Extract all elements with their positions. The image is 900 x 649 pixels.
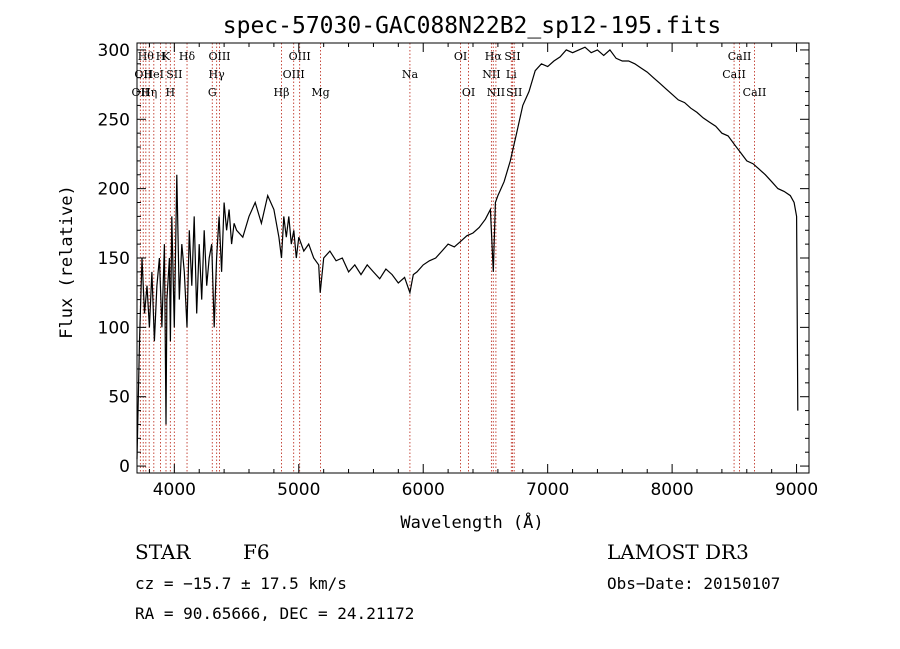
y-axis-label: Flux (relative) [57, 185, 77, 339]
y-tick-label-6: 300 [98, 41, 130, 61]
line-markers: OIIOIIHθHηHeIHKHSIIHδGHγOIIIHβOIIIOIIIMg… [132, 43, 767, 473]
line-label-20: NII [482, 68, 500, 81]
y-tick-label-5: 250 [98, 110, 130, 130]
line-label-27: CaII [728, 50, 752, 63]
coordinates-text: RA = 90.65666, DEC = 24.21172 [135, 604, 415, 623]
line-label-0: OII [132, 86, 150, 99]
line-label-13: Hβ [274, 86, 290, 99]
line-label-15: OIII [289, 50, 311, 63]
spectrum-line [136, 46, 799, 460]
line-label-16: Mg [311, 86, 329, 99]
line-label-7: H [166, 86, 176, 99]
x-axis-label: Wavelength (Å) [400, 511, 543, 533]
y-tick-label-3: 150 [98, 249, 130, 269]
plot-frame [136, 42, 810, 474]
line-label-21: Hα [485, 50, 503, 63]
line-label-18: OI [454, 50, 467, 63]
line-label-5: H [156, 50, 166, 63]
line-label-25: SII [506, 86, 522, 99]
line-label-6: K [162, 50, 171, 63]
survey-name: LAMOST DR3 [607, 540, 749, 564]
line-label-9: Hδ [179, 50, 196, 63]
chart-title: spec-57030-GAC088N22B2_sp12-195.fits [223, 13, 722, 39]
y-axis-ticks: 0 50 100 150 200 250 300 [98, 41, 809, 477]
line-label-10: G [208, 86, 217, 99]
x-tick-label-5: 9000 [775, 480, 818, 500]
line-label-23: Li [506, 68, 517, 81]
object-class: STAR [135, 540, 191, 564]
line-label-11: Hγ [209, 68, 226, 81]
x-axis-ticks: 4000 5000 6000 7000 8000 9000 [148, 43, 818, 500]
y-tick-label-4: 200 [98, 180, 130, 200]
object-subclass: F6 [243, 540, 270, 564]
y-tick-label-2: 100 [98, 318, 130, 338]
x-tick-label-1: 5000 [277, 480, 320, 500]
line-label-17: Na [402, 68, 419, 81]
line-label-8: SII [166, 68, 182, 81]
line-label-19: OI [462, 86, 475, 99]
line-label-12: OIII [208, 50, 230, 63]
line-label-2: Hθ [138, 50, 155, 63]
line-label-26: CaII [722, 68, 746, 81]
redshift-text: cz = −15.7 ± 17.5 km/s [135, 574, 347, 593]
line-label-14: OIII [283, 68, 305, 81]
line-label-28: CaII [743, 86, 767, 99]
x-tick-label-4: 8000 [650, 480, 693, 500]
x-tick-label-3: 7000 [526, 480, 569, 500]
x-tick-label-0: 4000 [153, 480, 196, 500]
line-label-4: HeI [144, 68, 164, 81]
line-label-24: SII [504, 50, 520, 63]
x-tick-label-2: 6000 [402, 480, 445, 500]
line-label-3: Hη [141, 86, 157, 99]
y-tick-label-0: 0 [119, 457, 130, 477]
line-label-22: NII [487, 86, 505, 99]
y-tick-label-1: 50 [108, 388, 130, 408]
obs-date-text: Obs−Date: 20150107 [607, 574, 781, 593]
